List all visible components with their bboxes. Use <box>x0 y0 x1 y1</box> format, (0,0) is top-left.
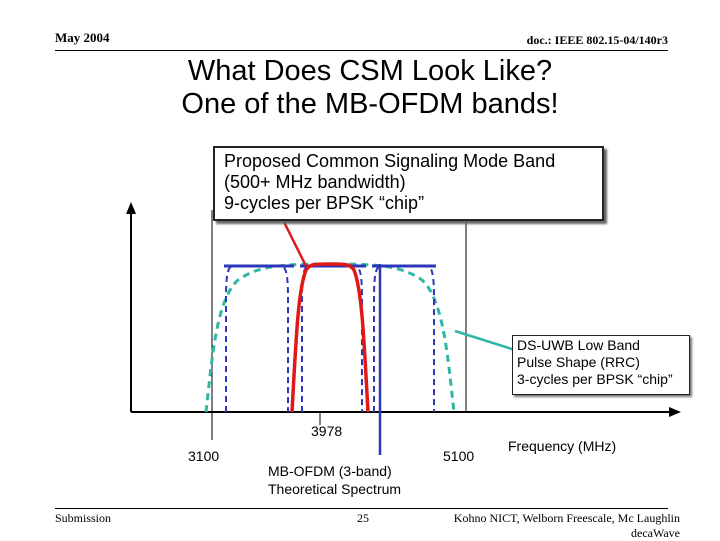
mb-ofdm-band-1 <box>225 265 289 412</box>
y-axis-arrow <box>126 202 136 214</box>
ds-uwb-line-2: Pulse Shape (RRC) <box>517 354 640 370</box>
callout-line-2: (500+ MHz bandwidth) <box>224 172 406 192</box>
title-line-2: One of the MB-OFDM bands! <box>181 88 559 120</box>
ds-uwb-line-3: 3-cycles per BPSK “chip” <box>517 371 673 387</box>
x-axis-arrow <box>669 407 681 417</box>
header-date: May 2004 <box>55 30 110 45</box>
footer-page-number: 25 <box>357 511 369 525</box>
csm-callout-box: Proposed Common Signaling Mode Band (500… <box>213 146 604 221</box>
csm-band-curve <box>290 262 370 413</box>
mb-ofdm-label-line-1: MB-OFDM (3-band) <box>268 463 392 479</box>
ds-uwb-spectrum-curve <box>204 262 456 413</box>
mb-ofdm-band-3 <box>373 265 435 412</box>
tick-label-3100: 3100 <box>188 448 220 464</box>
footer-submission: Submission <box>55 511 112 525</box>
tick-label-5100: 5100 <box>443 448 475 464</box>
ds-uwb-pointer <box>454 329 516 352</box>
footer-authors-line-2: decaWave <box>631 526 680 540</box>
callout-pointer <box>281 219 308 267</box>
footer-authors: Kohno NICT, Welborn Freescale, Mc Laughl… <box>454 511 680 541</box>
header-doc-id: doc.: IEEE 802.15-04/140r3 <box>526 33 668 47</box>
mb-ofdm-label: MB-OFDM (3-band) Theoretical Spectrum <box>268 462 401 498</box>
title-line-1: What Does CSM Look Like? <box>187 55 553 87</box>
ds-uwb-line-1: DS-UWB Low Band <box>517 337 640 353</box>
footer-authors-line-1: Kohno NICT, Welborn Freescale, Mc Laughl… <box>453 511 680 525</box>
ds-uwb-label-box: DS-UWB Low Band Pulse Shape (RRC) 3-cycl… <box>512 335 690 395</box>
header-divider <box>55 50 668 51</box>
tick-label-3978: 3978 <box>311 423 343 439</box>
slide-title: What Does CSM Look Like? One of the MB-O… <box>100 55 640 121</box>
callout-line-1: Proposed Common Signaling Mode Band <box>224 151 556 171</box>
callout-line-3: 9-cycles per BPSK “chip” <box>224 193 425 213</box>
footer-divider <box>55 508 668 509</box>
mb-ofdm-label-line-2: Theoretical Spectrum <box>268 481 402 497</box>
x-axis-label: Frequency (MHz) <box>508 438 617 454</box>
mb-ofdm-band-2 <box>301 265 363 412</box>
